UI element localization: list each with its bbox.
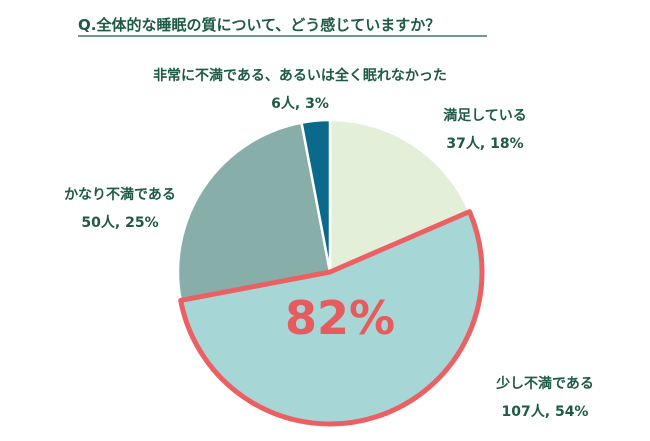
chart-title: Q.全体的な睡眠の質について、どう感じていますか？ [78,16,440,34]
highlight-outline [178,209,485,427]
highlight-total-label: 82% [285,291,395,345]
label-slice-somewhat-unsatisfied: 少し不満である [495,375,594,392]
value-slice-satisfied: 37人, 18% [446,135,523,152]
slice-very-unsatisfied [300,118,332,273]
slice-satisfied [328,118,472,274]
value-slice-somewhat-unsatisfied: 107人, 54% [502,403,589,420]
slice-quite-unsatisfied [176,121,332,302]
value-slice-quite-unsatisfied: 50人, 25% [81,214,158,231]
label-slice-quite-unsatisfied: かなり不満である [64,186,176,203]
value-slice-very-unsatisfied: 6人, 3% [271,95,329,112]
label-slice-satisfied: 満足している [443,107,527,124]
label-slice-very-unsatisfied: 非常に不満である、あるいは全く眠れなかった [153,67,447,84]
